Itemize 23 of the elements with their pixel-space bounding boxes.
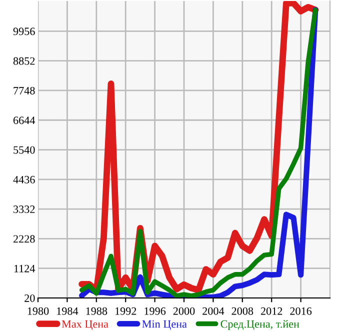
- x-tick-label: 2016: [290, 307, 312, 315]
- x-tick-label: 1996: [144, 307, 166, 315]
- legend-label: Max Цена: [62, 320, 108, 330]
- y-tick-label: 6644: [13, 116, 36, 124]
- x-tick-label: 2004: [202, 307, 224, 315]
- y-tick-label: 1124: [14, 264, 36, 272]
- y-tick-label: 5540: [14, 146, 35, 154]
- x-tick-label: 2000: [173, 307, 195, 315]
- legend-label: Min Цена: [142, 320, 187, 330]
- y-tick-label: 20: [24, 294, 35, 302]
- y-tick-label: 2228: [13, 235, 35, 243]
- y-tick-label: 8852: [13, 57, 35, 65]
- legend-label: Сред.Цена, т.йен: [220, 320, 300, 330]
- x-tick-label: 1984: [57, 307, 78, 315]
- y-tick-label: 7748: [14, 86, 35, 94]
- x-tick-label: 1980: [28, 307, 49, 315]
- x-tick-label: 1992: [115, 307, 136, 315]
- y-tick-label: 3332: [14, 206, 35, 214]
- y-tick-label: 9956: [13, 28, 35, 36]
- x-tick-label: 2008: [232, 307, 254, 315]
- y-tick-label: 4436: [13, 176, 35, 184]
- x-tick-label: 2012: [260, 307, 282, 315]
- x-tick-label: 1988: [86, 307, 108, 315]
